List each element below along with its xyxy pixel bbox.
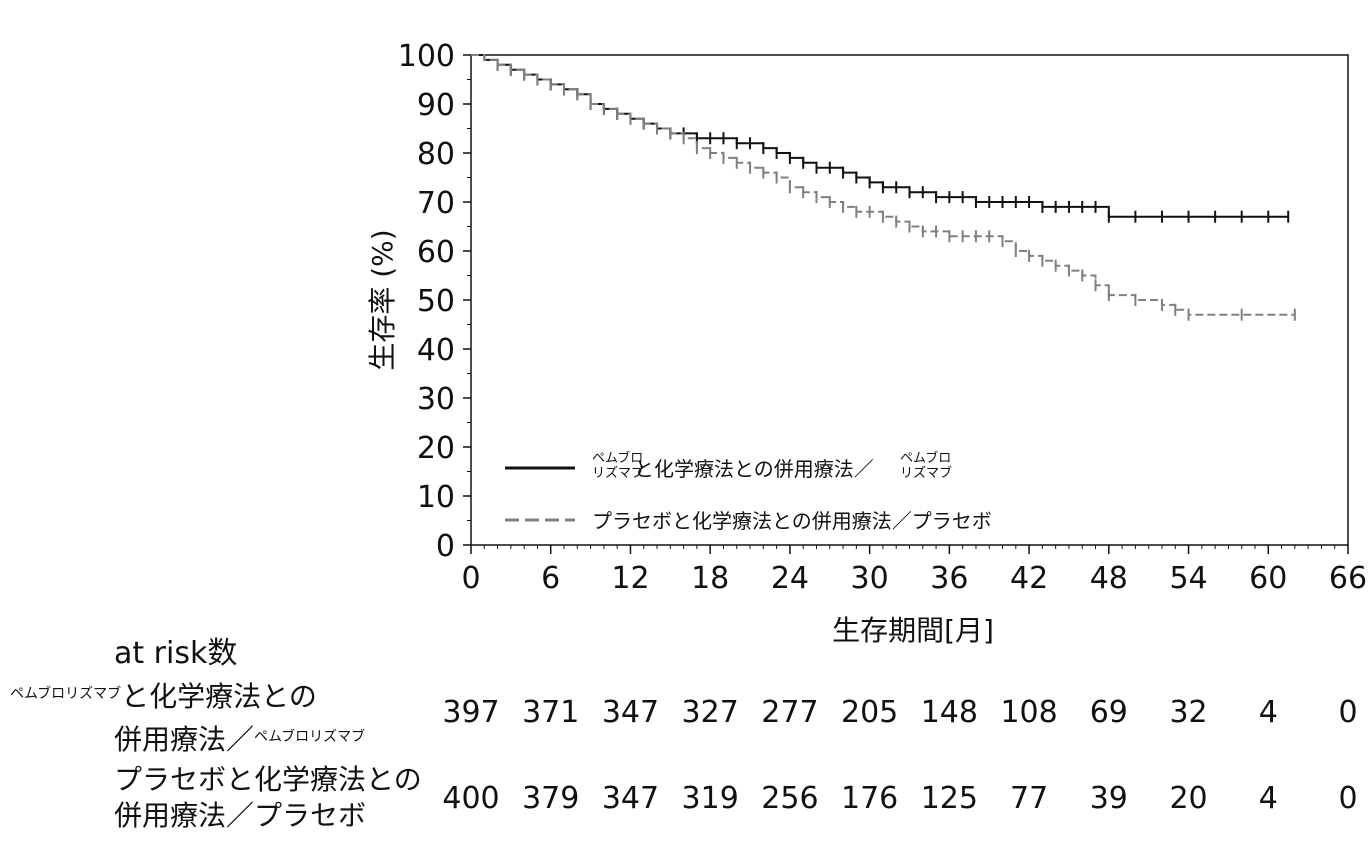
risk-value: 32	[1169, 695, 1208, 730]
legend-small-label: ペムブロ	[900, 450, 951, 466]
survival-chart: 0 10 20 30 40 50 60 70 80 90 100 0 6 12 18 24 30 36 42 48 5…	[366, 39, 1367, 647]
survival-curves	[471, 54, 1296, 321]
risk-value: 148	[920, 695, 978, 730]
x-tick-label: 0	[461, 561, 480, 596]
risk-value: 400	[442, 781, 500, 816]
x-tick-label: 36	[930, 561, 968, 596]
y-tick-label: 40	[417, 333, 455, 368]
risk-value: 347	[601, 695, 660, 730]
x-tick-label: 24	[771, 561, 809, 596]
risk-value: 319	[681, 781, 739, 816]
risk-value: 4	[1258, 781, 1278, 816]
risk-label-line2: 併用療法／	[114, 723, 255, 756]
risk-value: 20	[1169, 781, 1208, 816]
risk-label-line1: プラセボと化学療法との	[114, 763, 422, 796]
y-tick-label: 20	[417, 431, 455, 466]
x-tick-label: 42	[1010, 561, 1048, 596]
risk-value: 371	[522, 695, 580, 730]
x-tick-label: 66	[1329, 561, 1367, 596]
risk-label-small-prefix: ペムブロリズマブ	[10, 686, 122, 702]
risk-value: 39	[1089, 781, 1128, 816]
risk-row-label-1: ペムブロリズマブと化学療法との 併用療法／ペムブロリズマブ	[10, 676, 430, 762]
x-tick-label: 54	[1169, 561, 1207, 596]
x-tick-label: 30	[851, 561, 889, 596]
risk-value: 0	[1338, 781, 1358, 816]
risk-value: 0	[1338, 695, 1358, 730]
x-tick-label: 6	[541, 561, 560, 596]
y-tick-label: 90	[417, 88, 455, 123]
legend-label-series-2: プラセボと化学療法との併用療法／プラセボ	[592, 509, 992, 533]
y-tick-label: 10	[417, 480, 455, 515]
risk-value: 205	[840, 695, 899, 730]
risk-value: 397	[442, 695, 500, 730]
risk-value: 77	[1009, 781, 1049, 816]
x-tick-label: 48	[1090, 561, 1128, 596]
risk-value: 108	[1000, 695, 1058, 730]
risk-table-header: at risk数	[114, 636, 238, 671]
risk-row-label-2: プラセボと化学療法との 併用療法／プラセボ	[114, 762, 434, 834]
risk-value: 256	[761, 781, 819, 816]
risk-label-line2: 併用療法／プラセボ	[114, 799, 367, 832]
y-tick-label: 70	[417, 186, 455, 221]
risk-label-small-suffix: ペムブロリズマブ	[254, 729, 366, 745]
x-tick-label: 12	[611, 561, 649, 596]
y-tick-label: 50	[417, 284, 455, 319]
y-tick-label: 0	[436, 529, 455, 564]
legend-small-label: ペムブロ	[592, 450, 643, 466]
x-tick-label: 18	[691, 561, 729, 596]
risk-value: 277	[761, 695, 819, 730]
x-axis-title: 生存期間[月]	[832, 614, 994, 647]
risk-value: 176	[840, 781, 899, 816]
survival-curve-1	[471, 54, 1289, 218]
legend-small-label: リズマブ	[592, 465, 644, 481]
y-tick-label: 100	[398, 39, 455, 74]
risk-value: 125	[920, 781, 978, 816]
risk-label-line1: と化学療法との	[121, 680, 317, 713]
x-tick-label: 60	[1249, 561, 1287, 596]
risk-value: 347	[601, 781, 660, 816]
risk-value: 327	[681, 695, 739, 730]
x-axis: 0 6 12 18 24 30 36 42 48 54 60 66	[461, 545, 1367, 596]
legend: ペムブロ リズマブ と化学療法との併用療法／ ペムブロ リズマブ プラセボと化学…	[505, 450, 992, 533]
risk-value: 379	[522, 781, 580, 816]
y-axis-title: 生存率 (%)	[366, 229, 399, 370]
y-tick-label: 80	[417, 137, 455, 172]
risk-value: 4	[1258, 695, 1278, 730]
legend-label-series-1: と化学療法との併用療法／	[634, 457, 874, 481]
legend-small-label: リズマブ	[900, 465, 952, 481]
y-axis: 0 10 20 30 40 50 60 70 80 90 100	[398, 39, 471, 564]
risk-value: 69	[1089, 695, 1128, 730]
y-tick-label: 60	[417, 235, 455, 270]
y-tick-label: 30	[417, 382, 455, 417]
